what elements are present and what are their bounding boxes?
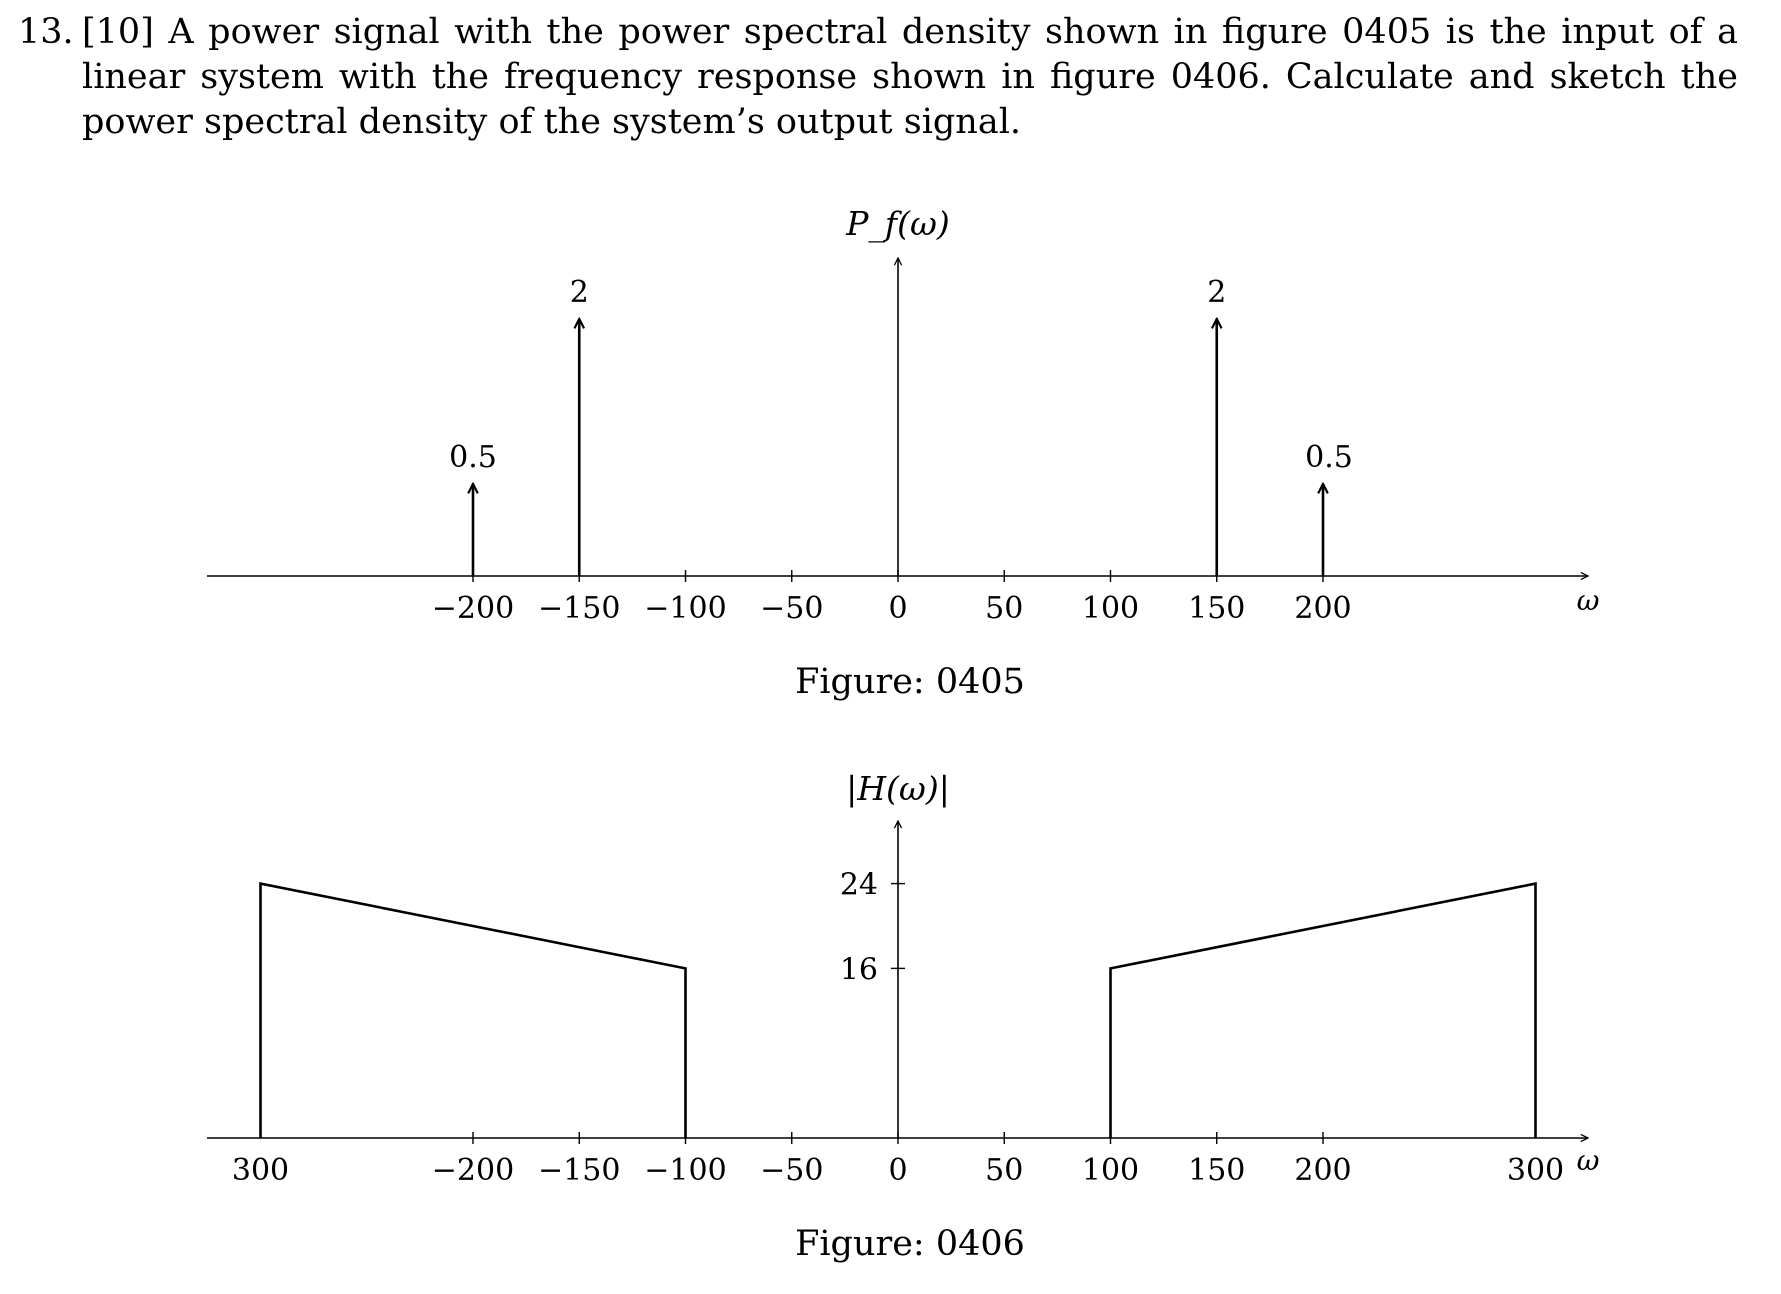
figure-0405: P_f(ω) ω −200 −150 −100 −50 0 50 100 150 200 0.5… <box>207 204 1600 702</box>
y-axis-label: P_f(ω) <box>845 204 950 244</box>
y-tick-label: 24 <box>840 868 878 903</box>
y-tick-label: 16 <box>840 952 878 987</box>
y-axis-label: |H(ω)| <box>846 769 950 808</box>
response-curve <box>259 882 1537 1138</box>
impulses: 0.5 2 2 0.5 <box>449 275 1353 576</box>
x-tick-label: −200 <box>432 1153 514 1188</box>
x-tick-label: 150 <box>1188 1153 1245 1188</box>
x-ticks: 300 −200 −150 −100 −50 0 50 100 150 200 300 <box>232 1132 1564 1188</box>
x-axis-label: ω <box>1577 1144 1600 1177</box>
x-tick-label: −200 <box>432 591 514 626</box>
x-tick-label: 0 <box>888 1153 907 1188</box>
x-tick-label: 50 <box>985 1153 1023 1188</box>
x-tick-label: −50 <box>760 1153 823 1188</box>
x-tick-label: −50 <box>760 591 823 626</box>
problem-number: 13. <box>18 12 74 52</box>
x-tick-label: 200 <box>1294 591 1351 626</box>
x-ticks: −200 −150 −100 −50 0 50 100 150 200 <box>432 570 1352 626</box>
x-tick-label: 100 <box>1082 591 1139 626</box>
figure-0406: |H(ω)| ω 300 −200 −150 −100 −50 0 50 100 150 200 3… <box>207 769 1600 1264</box>
x-tick-label: 300 <box>232 1153 289 1188</box>
problem-text: [10] A power signal with the power spect… <box>82 12 1738 142</box>
x-tick-label: 300 <box>1507 1153 1564 1188</box>
impulse-label: 0.5 <box>1305 440 1353 475</box>
x-tick-label: −150 <box>538 1153 620 1188</box>
figure-caption: Figure: 0406 <box>795 1224 1025 1264</box>
impulse-label: 2 <box>570 275 589 310</box>
x-tick-label: 50 <box>985 591 1023 626</box>
problem-statement: 13. [10] A power signal with the power s… <box>18 10 1738 145</box>
x-tick-label: −100 <box>644 1153 726 1188</box>
x-tick-label: 200 <box>1294 1153 1351 1188</box>
x-tick-label: 0 <box>888 591 907 626</box>
impulse-label: 2 <box>1207 275 1226 310</box>
x-tick-label: 100 <box>1082 1153 1139 1188</box>
x-tick-label: −150 <box>538 591 620 626</box>
response-segment <box>1109 882 1537 1138</box>
impulse-label: 0.5 <box>449 440 497 475</box>
x-tick-label: −100 <box>644 591 726 626</box>
x-axis-label: ω <box>1577 584 1600 617</box>
response-segment <box>259 882 687 1138</box>
y-ticks: 24 16 <box>840 868 905 987</box>
x-tick-label: 150 <box>1188 591 1245 626</box>
figure-caption: Figure: 0405 <box>795 662 1025 702</box>
